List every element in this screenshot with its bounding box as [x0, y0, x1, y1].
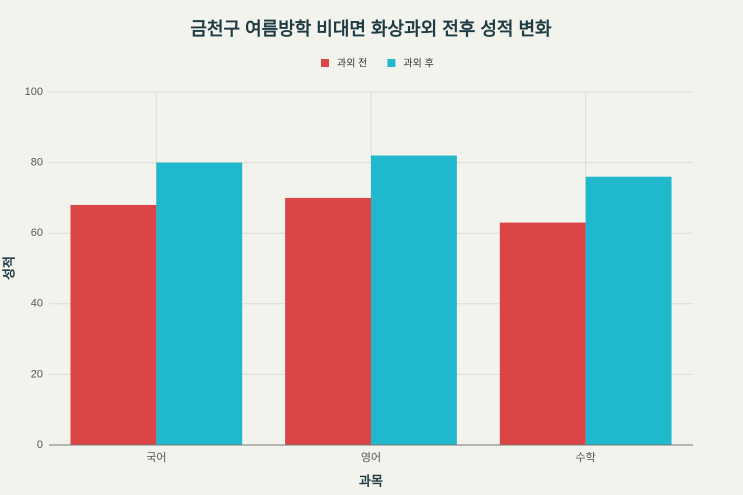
y-tick-label: 20 [31, 368, 43, 380]
y-tick-label: 100 [25, 86, 43, 98]
x-axis-title: 과목 [359, 473, 383, 488]
x-tick-label: 영어 [361, 451, 381, 464]
bar [585, 176, 672, 445]
bar [70, 204, 157, 445]
bar [156, 162, 243, 445]
legend-swatch [321, 59, 329, 67]
x-tick-label: 수학 [576, 451, 596, 464]
y-tick-label: 60 [31, 227, 43, 239]
bar [499, 222, 586, 445]
x-tick-label: 국어 [146, 451, 166, 464]
y-tick-label: 40 [31, 298, 43, 310]
y-axis-title: 성적 [1, 256, 16, 280]
y-tick-label: 80 [31, 157, 43, 169]
y-tick-label: 0 [37, 439, 43, 451]
legend-swatch [387, 59, 396, 67]
legend-label: 과외 후 [403, 58, 433, 70]
legend-label: 과외 전 [337, 58, 367, 70]
bar [285, 197, 371, 445]
bar [371, 155, 457, 446]
chart-title: 금천구 여름방학 비대면 화상과외 전후 성적 변화 [190, 18, 552, 39]
